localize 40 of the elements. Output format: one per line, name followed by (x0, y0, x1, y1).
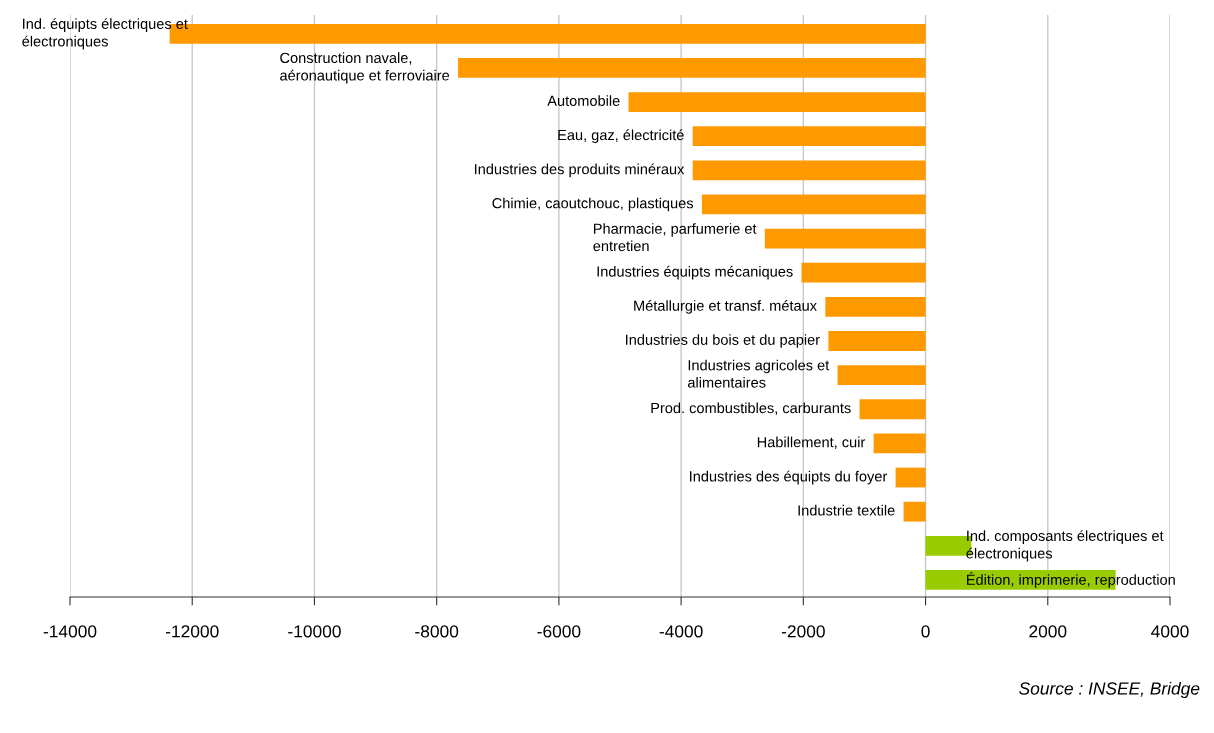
y-tick-label: Prod. combustibles, carburants (651, 402, 851, 415)
y-tick-label: Métallurgie et transf. métaux (634, 299, 817, 314)
y-tick-label: Construction navale, aéronautique et ferroviaire (280, 52, 450, 84)
bar (828, 331, 926, 351)
bar (764, 228, 926, 249)
y-tick-label: Industries agricoles et alimentaires (688, 359, 830, 388)
y-tick-label: Eau, gaz, électricité (558, 129, 684, 144)
y-tick-label: Industrie textile (798, 504, 895, 516)
y-tick-label: Ind. composants électriques et électroniques (966, 530, 1164, 562)
x-tick-label: 4000 (1151, 625, 1189, 638)
x-tick-label: 0 (921, 625, 930, 638)
bar (692, 160, 926, 181)
bar (873, 433, 926, 454)
x-tick-label: -2000 (781, 625, 825, 638)
bar (837, 365, 926, 386)
y-tick-label: Chimie, caoutchouc, plastiques (492, 197, 694, 212)
bar (458, 58, 926, 78)
x-tick-label: -10000 (288, 625, 341, 638)
x-tick-label: -12000 (165, 625, 219, 638)
y-tick-label: Automobile (547, 95, 620, 106)
x-tick-label: 2000 (1029, 625, 1067, 638)
source-note: Source : INSEE, Bridge (1019, 681, 1200, 699)
y-tick-label: Habillement, cuir (757, 436, 866, 450)
x-tick-label: -8000 (415, 625, 459, 638)
bar (859, 399, 926, 420)
x-tick-label: -14000 (43, 625, 97, 638)
bar (903, 501, 926, 522)
y-tick-label: Industries du bois et du papier (626, 334, 820, 348)
bar (628, 92, 926, 112)
bar (701, 194, 926, 215)
y-tick-label: Industries des produits minéraux (475, 163, 685, 178)
bar (801, 262, 926, 283)
bar (895, 467, 926, 488)
y-tick-label: Industries des équipts du foyer (690, 470, 888, 485)
x-tick-label: -4000 (659, 625, 703, 638)
x-tick-label: -6000 (537, 625, 581, 638)
bar (692, 126, 926, 147)
y-tick-label: Pharmacie, parfumerie et entretien (593, 223, 757, 252)
y-tick-label: Industries équipts mécaniques (597, 265, 793, 280)
bar (825, 296, 926, 317)
